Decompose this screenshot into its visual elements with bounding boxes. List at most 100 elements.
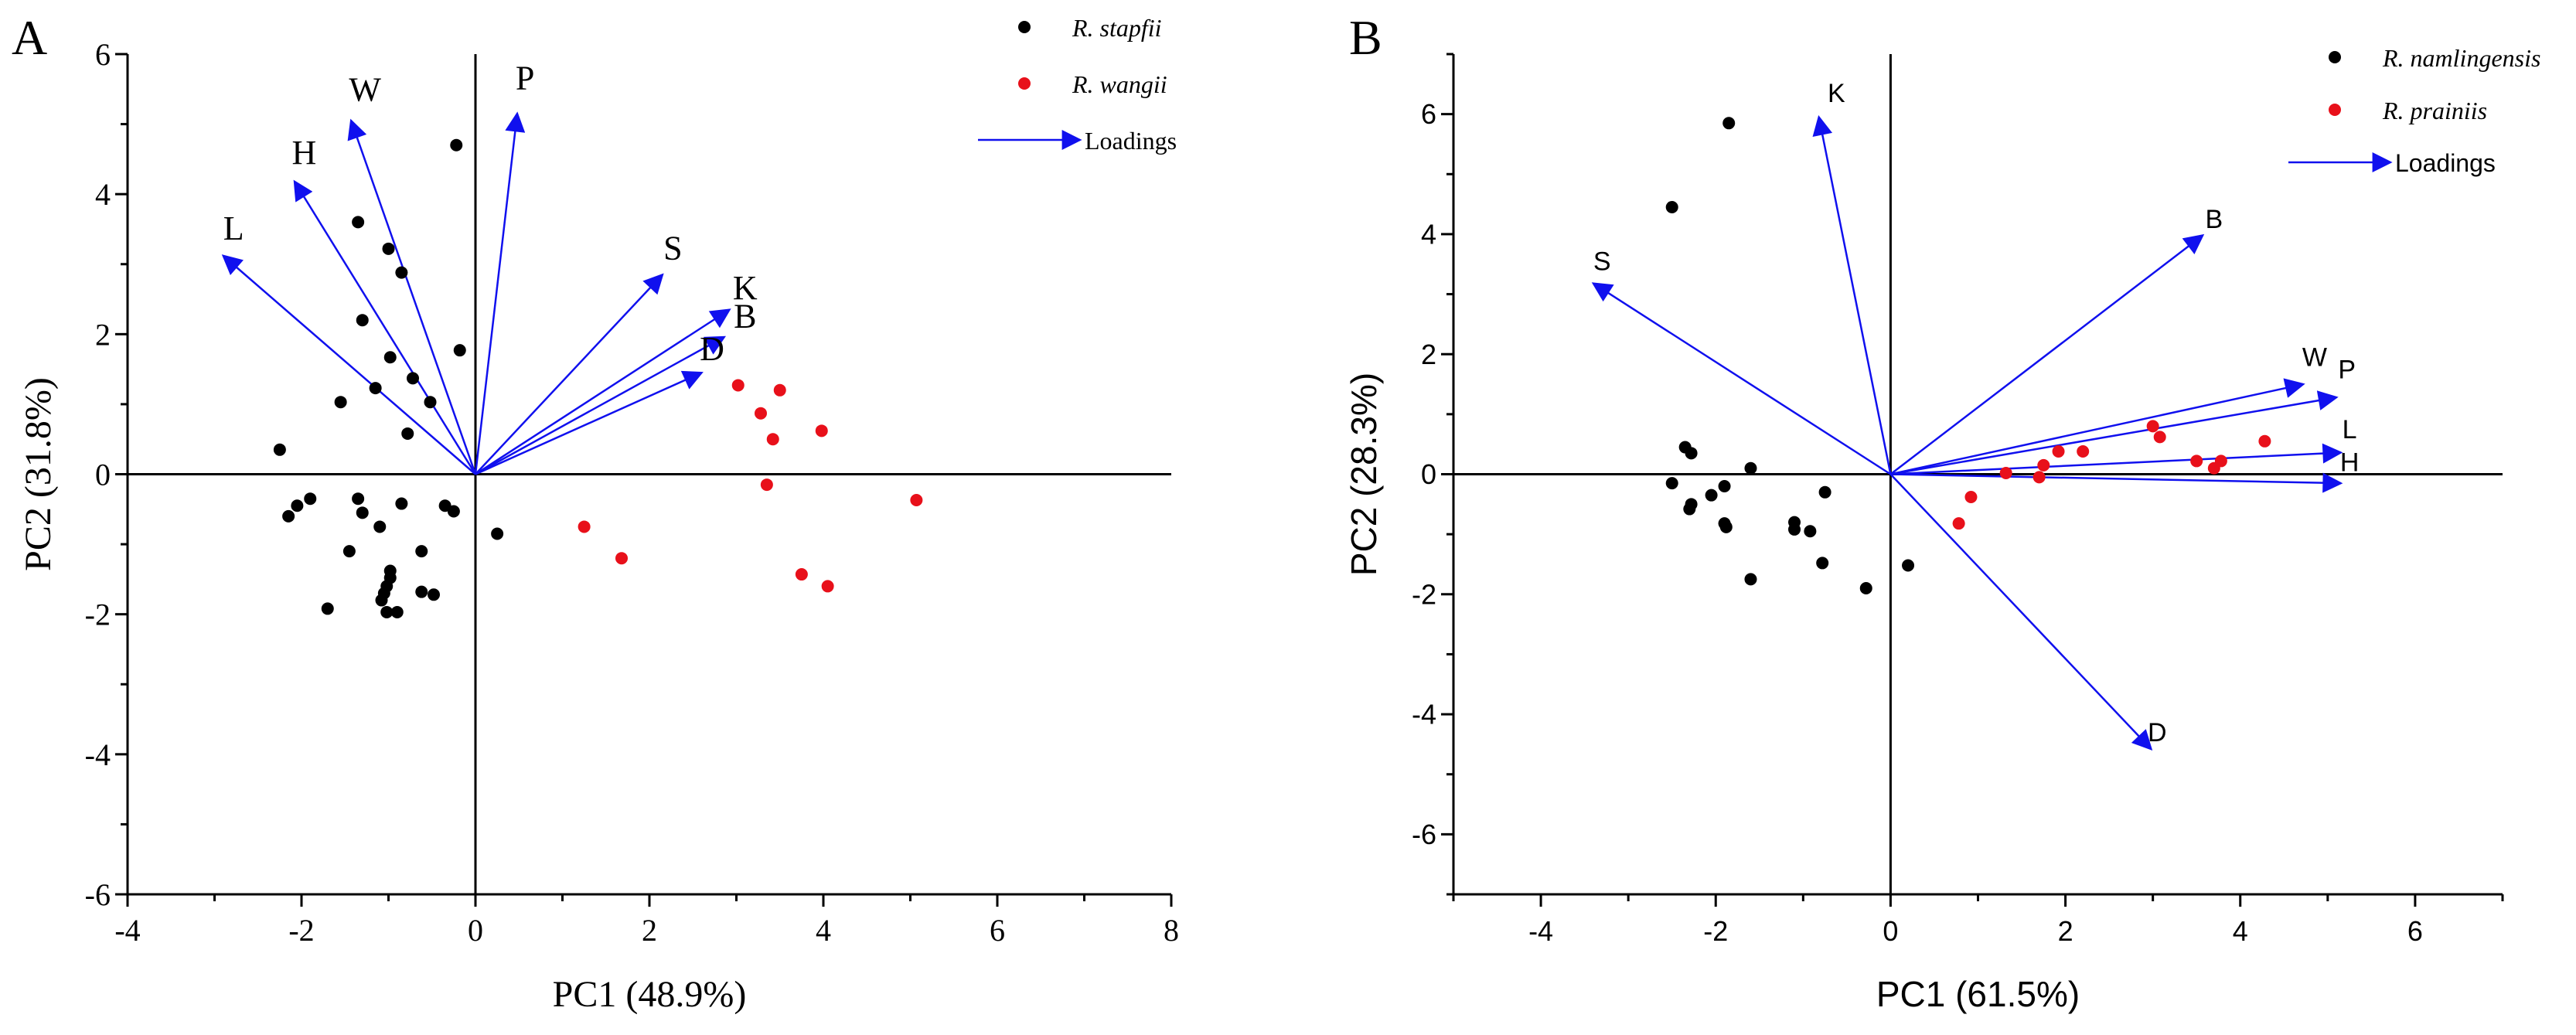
x-tick-label: 2 — [2058, 915, 2073, 947]
data-point — [1665, 477, 1678, 490]
data-point — [1719, 520, 1733, 533]
panel-b: -4 -2 0 2 4 6 -6 -4 -2 0 2 4 6 PC1 (61.5%) PC2 (28.3%)… — [1344, 10, 2540, 1014]
y-tick-label: -2 — [1412, 578, 1436, 610]
data-point — [795, 568, 808, 581]
x-tick-label: 2 — [642, 913, 657, 948]
loading-arrow-p — [1890, 390, 2339, 475]
data-point — [356, 314, 369, 327]
x-tick-label: 0 — [468, 913, 483, 948]
x-tick-label: -2 — [1703, 915, 1728, 947]
data-point — [1665, 200, 1678, 213]
y-tick-label: 6 — [95, 37, 111, 72]
loading-arrow-w — [1890, 378, 2305, 475]
data-point — [382, 242, 395, 255]
loading-label-l: L — [2343, 415, 2357, 444]
panel-label: A — [12, 10, 47, 65]
data-point — [821, 580, 834, 593]
data-point — [760, 478, 773, 492]
data-point — [352, 492, 365, 506]
loading-label-d: D — [2148, 718, 2167, 747]
y-tick-label: -6 — [85, 877, 111, 912]
data-point — [2037, 458, 2050, 472]
loading-arrow-p — [474, 111, 526, 475]
y-tick-label: -2 — [85, 598, 111, 632]
loading-arrow-h — [1890, 472, 2343, 493]
legend-marker — [2329, 51, 2341, 63]
y-tick-label: 4 — [95, 177, 111, 212]
x-tick-label: 6 — [990, 913, 1005, 948]
y-tick-label: -6 — [1412, 819, 1436, 850]
loading-label-p: P — [516, 59, 534, 97]
data-point — [1744, 573, 1757, 586]
data-point — [352, 216, 365, 229]
data-point — [2258, 434, 2271, 448]
loading-arrow-d — [475, 370, 704, 475]
data-point — [2033, 471, 2046, 484]
x-axis-title: PC1 (61.5%) — [1876, 974, 2080, 1014]
data-point — [2190, 455, 2203, 468]
data-point — [424, 396, 437, 409]
data-point — [273, 443, 286, 456]
loading-arrow-b — [475, 335, 727, 475]
loading-arrow-l — [1890, 443, 2343, 475]
legend-marker — [1018, 21, 1031, 33]
data-point — [453, 344, 466, 357]
loading-label-w: W — [349, 71, 381, 109]
loading-arrow-k — [1812, 114, 1892, 475]
data-point — [2207, 461, 2220, 475]
data-point — [1816, 557, 1829, 570]
data-point — [1818, 485, 1831, 499]
y-tick-label: 4 — [1421, 219, 1436, 250]
loading-label-w: W — [2302, 343, 2327, 373]
loading-arrow-h — [293, 179, 477, 475]
y-tick-label: -4 — [85, 737, 111, 772]
y-axis-title: PC2 (31.8%) — [18, 377, 59, 571]
x-tick-label: 8 — [1164, 913, 1179, 948]
x-tick-label: 0 — [1883, 915, 1898, 947]
loading-arrow-s — [475, 273, 664, 475]
loading-label-d: D — [700, 330, 724, 368]
y-tick-label: 2 — [1421, 339, 1436, 370]
data-point — [291, 499, 304, 512]
data-point — [1744, 461, 1757, 475]
loading-label-s: S — [663, 229, 682, 267]
data-point — [1859, 582, 1872, 595]
data-point — [380, 605, 394, 618]
data-point — [773, 383, 786, 397]
loading-label-p: P — [2338, 355, 2356, 384]
data-point — [1804, 525, 1817, 538]
loading-label-h: H — [2340, 448, 2360, 478]
data-point — [2146, 420, 2159, 433]
loading-label-s: S — [1593, 247, 1611, 277]
x-axis-title: PC1 (48.9%) — [553, 974, 747, 1015]
legend-label: R. wangii — [1072, 70, 1167, 98]
data-point — [450, 138, 463, 152]
data-point — [356, 506, 369, 519]
data-point — [731, 379, 745, 392]
loading-label-k: K — [733, 269, 758, 307]
panel-label: B — [1349, 10, 1382, 65]
data-point — [428, 588, 440, 601]
loading-label-b: B — [734, 297, 756, 335]
loading-arrow-b — [1889, 233, 2205, 475]
data-point — [1705, 489, 1718, 502]
loading-arrow-s — [1591, 282, 1892, 475]
data-point — [1952, 517, 1965, 530]
x-tick-label: -4 — [1528, 915, 1553, 947]
x-tick-label: -2 — [288, 913, 314, 948]
legend-label: R. stapfii — [1072, 14, 1162, 42]
data-point — [304, 492, 317, 506]
data-point — [395, 497, 408, 510]
legend-label: Loadings — [2395, 149, 2496, 177]
data-point — [1685, 447, 1698, 460]
data-point — [1999, 466, 2012, 479]
data-point — [401, 427, 414, 440]
y-tick-label: -4 — [1412, 699, 1436, 730]
legend-label: R. prainiis — [2382, 97, 2487, 124]
legend-marker — [1018, 77, 1031, 90]
loading-label-b: B — [2205, 205, 2223, 234]
data-point — [2077, 444, 2090, 458]
loading-arrow-k — [475, 308, 731, 475]
data-point — [375, 594, 388, 607]
